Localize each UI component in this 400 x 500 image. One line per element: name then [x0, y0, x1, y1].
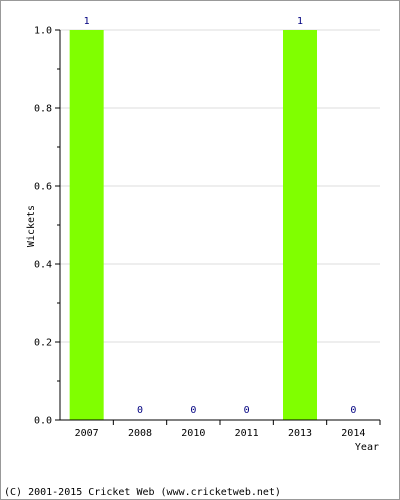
bar-2013: [283, 30, 317, 420]
bars: [69, 30, 317, 420]
data-label: 1: [84, 16, 90, 27]
y-axis-label: Wickets: [26, 205, 37, 247]
x-tick-label: 2008: [128, 428, 152, 439]
y-tick-label: 0.6: [34, 182, 52, 193]
x-tick-label: 2011: [235, 428, 259, 439]
axes: [55, 29, 381, 425]
y-tick-label: 0.4: [34, 260, 52, 271]
data-labels: 1 0 0 0 1 0: [84, 16, 357, 416]
data-label: 1: [297, 16, 303, 27]
data-label: 0: [190, 405, 196, 416]
y-tick-label: 0.8: [34, 104, 52, 115]
data-label: 0: [137, 405, 143, 416]
x-tick-label: 2014: [341, 428, 365, 439]
bar-2007: [69, 30, 104, 420]
x-tick-label: 2013: [288, 428, 312, 439]
data-label: 0: [350, 405, 356, 416]
y-tick-label: 0.0: [34, 416, 52, 427]
y-tick-label: 1.0: [34, 26, 52, 37]
grid-lines: [60, 29, 380, 343]
x-tick-label: 2010: [181, 428, 205, 439]
x-tick-labels: 2007 2008 2010 2011 2013 2014: [75, 428, 366, 439]
y-tick-labels: 0.0 0.2 0.4 0.6 0.8 1.0: [34, 26, 52, 427]
data-label: 0: [244, 405, 250, 416]
copyright-footer: (C) 2001-2015 Cricket Web (www.cricketwe…: [4, 487, 281, 498]
x-tick-label: 2007: [75, 428, 99, 439]
x-axis-label: Year: [355, 442, 379, 453]
y-tick-label: 0.2: [34, 338, 52, 349]
